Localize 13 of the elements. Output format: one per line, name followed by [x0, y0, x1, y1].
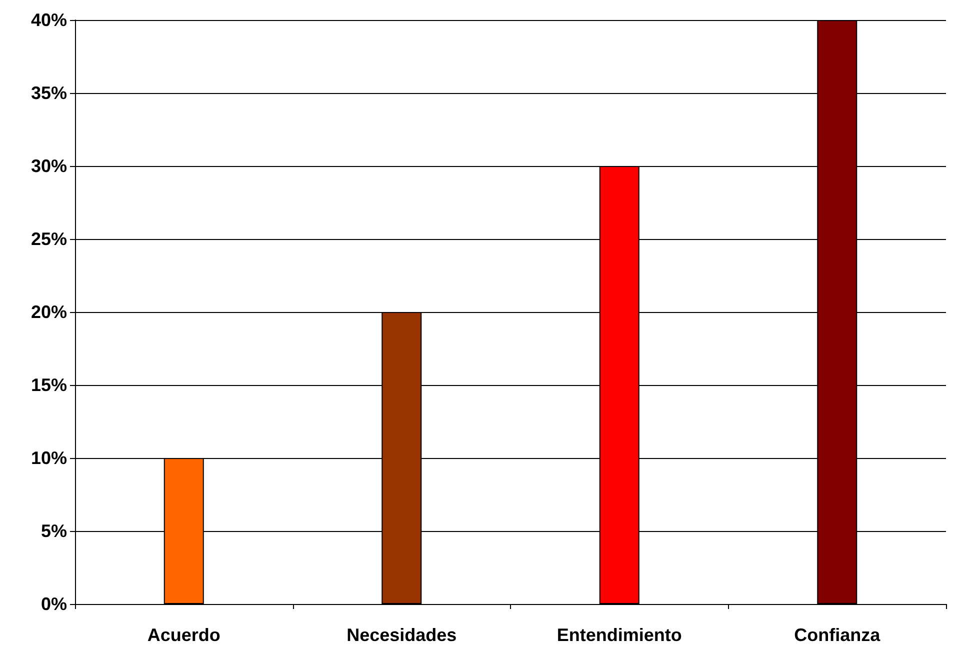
x-tick-label: Acuerdo	[147, 625, 220, 645]
y-tick-label: 5%	[40, 521, 67, 541]
y-tick-label: 15%	[30, 375, 67, 395]
y-tick-label: 35%	[30, 83, 67, 103]
x-tick-label: Confianza	[794, 625, 882, 645]
y-tick-label: 20%	[30, 302, 67, 322]
y-tick-label: 0%	[40, 594, 67, 614]
y-tick-label: 40%	[30, 10, 67, 30]
y-tick-label: 30%	[30, 156, 67, 176]
x-tick-label: Entendimiento	[556, 625, 682, 645]
y-tick-label: 25%	[30, 229, 67, 249]
y-tick-label: 10%	[30, 448, 67, 468]
x-tick-label: Necesidades	[346, 625, 457, 645]
